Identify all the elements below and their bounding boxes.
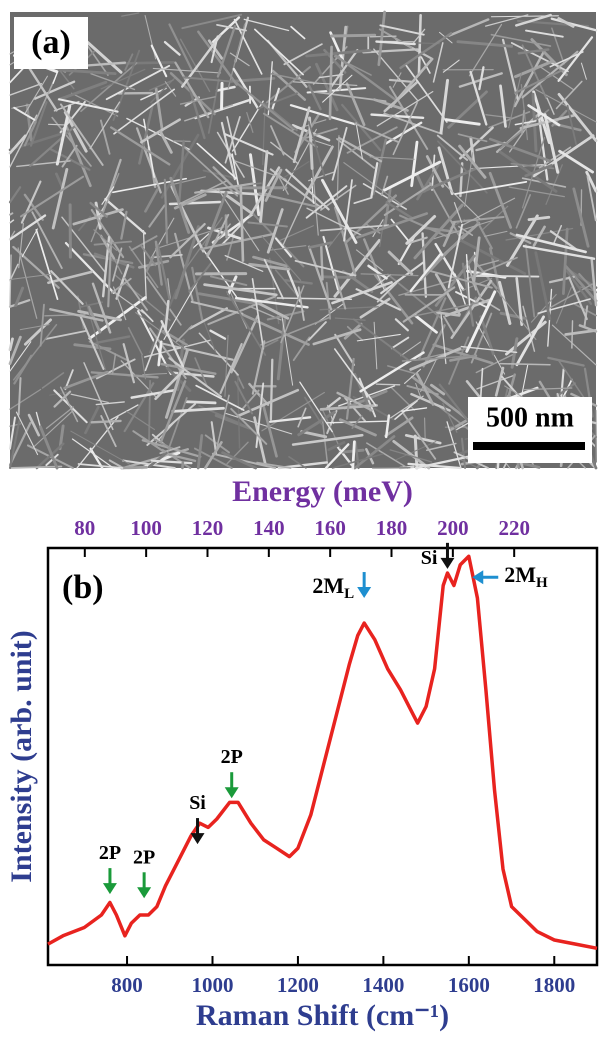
scale-bar-label: 500 nm bbox=[486, 402, 574, 433]
annotation: 2ML bbox=[312, 572, 371, 602]
nanowire bbox=[572, 321, 573, 348]
x2-tick-label: 80 bbox=[74, 516, 95, 540]
nanowire bbox=[149, 381, 150, 443]
x2-tick-label: 100 bbox=[130, 516, 162, 540]
nanowire bbox=[376, 384, 399, 385]
annotation-label: 2ML bbox=[312, 573, 354, 602]
annotation: 2P bbox=[99, 842, 121, 894]
annotation-text: 2P bbox=[221, 746, 243, 768]
spectrum-line bbox=[48, 556, 597, 948]
x-axis-title: Raman Shift (cm⁻¹) bbox=[196, 999, 449, 1032]
x-tick-label: 800 bbox=[111, 973, 143, 997]
annotation-arrow-head bbox=[225, 787, 239, 798]
annotation-label: 2P bbox=[99, 842, 121, 864]
plot-frame bbox=[48, 548, 597, 965]
nanowire bbox=[353, 442, 355, 468]
annotation-label: Si bbox=[421, 546, 438, 568]
x-tick-label: 1600 bbox=[448, 973, 490, 997]
annotation-arrow-head bbox=[103, 883, 117, 894]
annotation-text: 2M bbox=[504, 562, 536, 587]
nanowire bbox=[321, 277, 355, 278]
x2-tick-label: 140 bbox=[253, 516, 285, 540]
x2-tick-label: 160 bbox=[314, 516, 346, 540]
x2-tick-label: 200 bbox=[437, 516, 469, 540]
annotation-arrow-head bbox=[137, 887, 151, 898]
nanowire bbox=[271, 360, 272, 420]
annotation-label: 2MH bbox=[504, 562, 548, 591]
annotation-subscript: H bbox=[536, 576, 548, 592]
annotation-text: Si bbox=[189, 792, 206, 814]
page: {"image_panel": {"label": "(a)", "scale_… bbox=[0, 0, 606, 1037]
nanowire bbox=[332, 35, 375, 36]
x-tick-label: 1200 bbox=[277, 973, 319, 997]
x2-tick-label: 120 bbox=[192, 516, 224, 540]
nanowire bbox=[415, 436, 417, 468]
annotation: 2MH bbox=[472, 562, 548, 591]
panel-b-label: (b) bbox=[62, 569, 104, 606]
panel-a-label: (a) bbox=[31, 24, 71, 61]
annotation-text: 2M bbox=[312, 573, 344, 598]
nanowire bbox=[92, 421, 121, 422]
nanowire bbox=[425, 466, 426, 468]
nanowire bbox=[121, 467, 146, 468]
annotation-arrow-head bbox=[357, 587, 371, 598]
annotation-text: Si bbox=[421, 546, 438, 568]
x-tick-label: 1800 bbox=[533, 973, 575, 997]
annotation: 2P bbox=[221, 746, 243, 798]
nanowire bbox=[425, 418, 426, 438]
scale-bar bbox=[473, 442, 585, 450]
nanowire bbox=[187, 402, 215, 403]
nanowire bbox=[10, 213, 12, 214]
annotation-subscript: L bbox=[344, 586, 354, 602]
y-axis-title: Intensity (arb. unit) bbox=[5, 630, 38, 883]
x2-tick-label: 180 bbox=[376, 516, 408, 540]
x-tick-label: 1000 bbox=[191, 973, 233, 997]
nanowire bbox=[419, 15, 421, 74]
annotation-label: 2P bbox=[133, 846, 155, 868]
nanowire bbox=[460, 163, 462, 196]
nanowire bbox=[49, 124, 65, 125]
x2-tick-label: 220 bbox=[498, 516, 530, 540]
annotation-label: 2P bbox=[221, 746, 243, 768]
nanowire bbox=[173, 141, 190, 142]
nanowire bbox=[330, 47, 332, 119]
annotation-arrow-head bbox=[191, 833, 205, 844]
annotation-arrow-head bbox=[440, 558, 454, 569]
annotation-text: 2P bbox=[99, 842, 121, 864]
figure: (a) 500 nm 800 1000 1200 1400 1600 1800 80 100 1… bbox=[0, 0, 606, 1037]
annotation-text: 2P bbox=[133, 846, 155, 868]
annotation-label: Si bbox=[189, 792, 206, 814]
x-tick-label: 1400 bbox=[362, 973, 404, 997]
nanowire bbox=[321, 246, 322, 279]
annotation: 2P bbox=[133, 846, 155, 898]
x2-axis-title: Energy (meV) bbox=[232, 475, 413, 508]
